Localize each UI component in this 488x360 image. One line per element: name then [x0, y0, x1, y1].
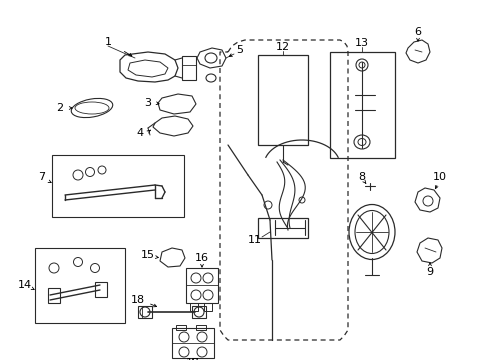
Bar [329, 52, 394, 158]
Bar [190, 303, 198, 311]
Bar [52, 155, 183, 217]
Text: 2: 2 [56, 103, 63, 113]
Bar [138, 306, 152, 318]
Text: 17: 17 [185, 358, 200, 360]
Text: 5: 5 [236, 45, 243, 55]
Text: 13: 13 [354, 38, 368, 48]
Text: 14: 14 [18, 280, 32, 290]
Bar [95, 282, 107, 297]
Text: 7: 7 [39, 172, 45, 182]
Bar [185, 268, 218, 303]
Text: 3: 3 [144, 98, 151, 108]
Text: 4: 4 [136, 128, 143, 138]
Text: 8: 8 [358, 172, 365, 182]
Bar [176, 325, 185, 330]
Text: 11: 11 [247, 235, 262, 245]
Bar [182, 56, 196, 80]
Bar [258, 218, 307, 238]
Text: 9: 9 [426, 267, 433, 277]
Text: 1: 1 [104, 37, 111, 47]
Bar [192, 306, 205, 318]
Bar [48, 288, 60, 303]
Bar [172, 328, 214, 358]
Text: 6: 6 [414, 27, 421, 37]
Bar [258, 55, 307, 145]
Text: 16: 16 [195, 253, 208, 263]
Text: 15: 15 [141, 250, 155, 260]
Bar [196, 325, 205, 330]
Bar [203, 303, 212, 311]
Text: 18: 18 [131, 295, 145, 305]
Text: 12: 12 [275, 42, 289, 52]
Text: 10: 10 [432, 172, 446, 182]
Bar [35, 248, 125, 323]
